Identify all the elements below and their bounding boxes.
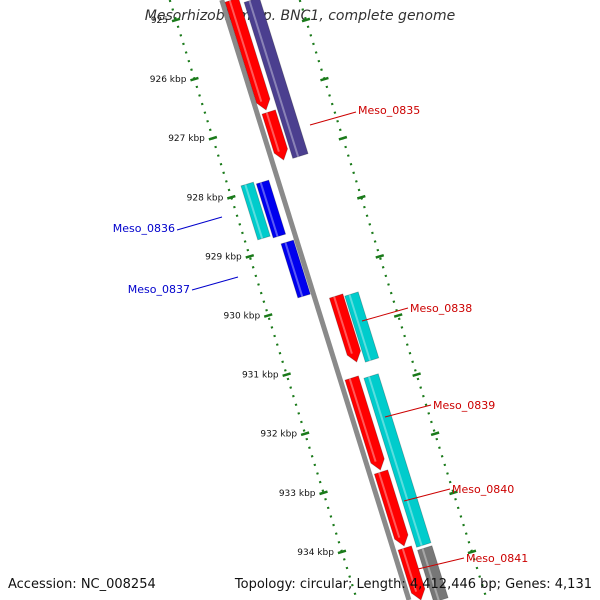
gene-label[interactable]: Meso_0840 (452, 483, 514, 496)
tick-ring-right (298, 0, 489, 600)
gene-arrow-shade (265, 112, 280, 152)
kbp-tick (263, 313, 273, 318)
kbp-label: 934 kbp (297, 548, 334, 558)
gene-arrow-shade (333, 296, 353, 354)
kbp-tick (190, 76, 199, 82)
gene-block-shade (248, 0, 300, 158)
gene-arrow (224, 0, 271, 111)
kbp-label: 926 kbp (150, 75, 187, 85)
kbp-label: 933 kbp (279, 489, 316, 499)
gene-arrow-shade (284, 242, 304, 297)
kbp-tick (282, 372, 291, 377)
gene-arrow (280, 239, 311, 299)
kbp-tick-right (467, 549, 477, 555)
kbp-tick (208, 135, 218, 141)
accession-text: Accession: NC_008254 (8, 577, 156, 592)
gene-block-shade (367, 376, 423, 546)
gene-block-shade (244, 184, 264, 239)
gene-label[interactable]: Meso_0838 (410, 302, 472, 315)
kbp-tick-right (393, 313, 403, 318)
kbp-tick (319, 490, 328, 496)
gene-arrow (328, 293, 361, 363)
gene-features (224, 0, 449, 600)
kbp-label: 927 kbp (168, 134, 205, 144)
gene-block (344, 291, 380, 363)
gene-block-shade (348, 294, 372, 361)
gene-arrow (255, 179, 287, 239)
gene-label[interactable]: Meso_0836 (113, 222, 175, 235)
kbp-label: 925 (151, 16, 168, 26)
map-title: Mesorhizobium sp. BNC1, complete genome (144, 8, 456, 24)
topology-text: Topology: circular; Length: 4,412,446 bp… (234, 577, 592, 592)
kbp-tick-right (301, 17, 311, 23)
kbp-label: 929 kbp (205, 252, 242, 262)
label-leader-line (361, 307, 409, 322)
gene-label[interactable]: Meso_0841 (466, 552, 528, 565)
kbp-tick-right (320, 76, 329, 82)
gene-arrow-shade (378, 472, 401, 538)
kbp-tick-right (412, 372, 421, 377)
gene-arrow (373, 469, 409, 547)
label-leader-line (191, 276, 239, 291)
label-leader-line (384, 404, 432, 418)
kbp-tick (300, 431, 310, 437)
gene-arrow (397, 545, 426, 600)
label-leader-line (403, 488, 451, 502)
gene-arrow (261, 109, 288, 161)
gene-arrow (344, 375, 385, 471)
gene-block (240, 181, 271, 241)
gene-label[interactable]: Meso_0837 (128, 283, 190, 296)
kbp-tick (171, 17, 181, 23)
gene-arrow-shade (228, 0, 263, 102)
gene-block-shade (421, 548, 440, 600)
kbp-tick (226, 194, 236, 200)
gene-block (363, 373, 432, 548)
kbp-tick (245, 254, 255, 259)
backbone-line (219, 0, 412, 600)
backbone-strand (219, 0, 412, 600)
label-leader-line (176, 216, 223, 231)
gene-arrow-shade (259, 182, 279, 237)
gene-arrow-shade (348, 378, 377, 462)
label-leader-line (417, 557, 465, 570)
gene-labels: Meso_0835 Meso_0836 Meso_0837 Meso_0838 Meso… (113, 104, 528, 570)
kbp-label: 932 kbp (260, 430, 297, 440)
kbp-tick-right (338, 135, 348, 141)
kbp-tick (337, 549, 347, 555)
gene-label[interactable]: Meso_0835 (358, 104, 420, 117)
gene-block (417, 545, 449, 600)
gene-block (243, 0, 309, 159)
gene-label[interactable]: Meso_0839 (433, 399, 495, 412)
kbp-tick-right (375, 254, 385, 259)
label-leader-line (309, 111, 357, 126)
kbp-label: 930 kbp (224, 312, 261, 322)
kbp-tick-right (449, 490, 458, 496)
kbp-label: 931 kbp (242, 371, 279, 381)
kbp-tick-right (356, 194, 366, 200)
tick-ring-left (168, 0, 359, 600)
gene-arrow-shade (401, 548, 418, 592)
kbp-tick-right (430, 431, 440, 437)
kbp-label: 928 kbp (187, 193, 224, 203)
tick-rings: 925 926 kbp 927 kbp 928 kbp 929 kbp 930 kbp 93… (150, 0, 489, 600)
